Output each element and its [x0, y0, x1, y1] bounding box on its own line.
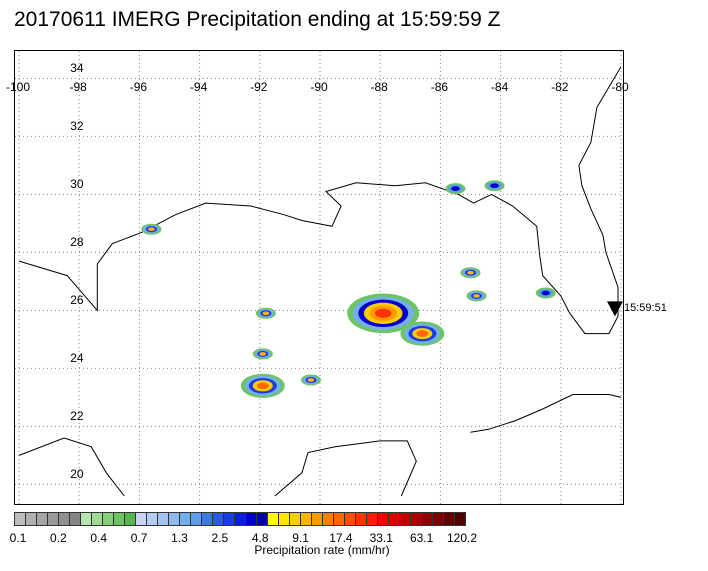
- longitude-label: -94: [189, 80, 208, 94]
- longitude-label: -96: [129, 80, 148, 94]
- precip-cell: [445, 183, 466, 195]
- longitude-label: -86: [430, 80, 449, 94]
- latitude-label: 20: [70, 467, 84, 482]
- colorbar-label: 120.2: [446, 531, 478, 545]
- precip-cell: [347, 293, 420, 334]
- longitude-label: -90: [310, 80, 328, 94]
- mexico-coastline: [18, 437, 125, 497]
- longitude-label: -100: [5, 80, 31, 94]
- latitude-label: 26: [70, 293, 84, 308]
- colorbar-label: 0.1: [9, 531, 27, 545]
- map-canvas: [15, 51, 623, 504]
- precip-cell: [400, 321, 445, 346]
- satellite-marker-icon: [606, 301, 623, 317]
- colorbar-label: 17.4: [329, 531, 353, 545]
- latitude-label: 28: [70, 235, 84, 250]
- colorbar-label: 63.1: [409, 531, 434, 545]
- latitude-label: 22: [70, 409, 84, 424]
- longitude-label: -84: [490, 80, 509, 94]
- precip-cell: [535, 287, 556, 299]
- colorbar-label: 4.8: [251, 531, 269, 545]
- longitude-label: -98: [69, 80, 87, 94]
- page-title: 20170611 IMERG Precipitation ending at 1…: [14, 8, 501, 31]
- colorbar-label: 33.1: [369, 531, 393, 545]
- cuba-coastline: [470, 394, 622, 433]
- colorbar-label: 9.1: [292, 531, 309, 545]
- precip-cell: [252, 348, 273, 360]
- coastline: [18, 66, 622, 335]
- precip-cell: [466, 290, 487, 302]
- latitude-label: 32: [70, 119, 84, 134]
- longitude-label: -80: [611, 80, 629, 94]
- latitude-label: 30: [70, 177, 84, 192]
- colorbar-cell: [454, 512, 466, 526]
- colorbar-label: 2.5: [211, 531, 229, 545]
- precip-cell: [484, 180, 505, 192]
- longitude-label: -92: [250, 80, 268, 94]
- colorbar-label: 0.2: [50, 531, 67, 545]
- precip-cell: [460, 267, 481, 279]
- yucatan-coastline: [274, 440, 417, 497]
- colorbar-label: 0.4: [90, 531, 108, 545]
- colorbar-label: 1.3: [171, 531, 188, 545]
- precip-cell: [240, 373, 285, 398]
- map-panel: [14, 50, 624, 505]
- precip-cell: [141, 223, 162, 235]
- latitude-label: 34: [70, 61, 84, 76]
- precip-cell: [300, 374, 321, 386]
- latitude-label: 24: [70, 351, 84, 366]
- precip-cell: [255, 307, 276, 319]
- colorbar-title: Precipitation rate (mm/hr): [254, 543, 390, 557]
- colorbar: [14, 512, 466, 526]
- longitude-label: -88: [370, 80, 388, 94]
- longitude-label: -82: [551, 80, 569, 94]
- satellite-time-label: 15:59:51: [624, 302, 667, 314]
- colorbar-label: 0.7: [130, 531, 148, 545]
